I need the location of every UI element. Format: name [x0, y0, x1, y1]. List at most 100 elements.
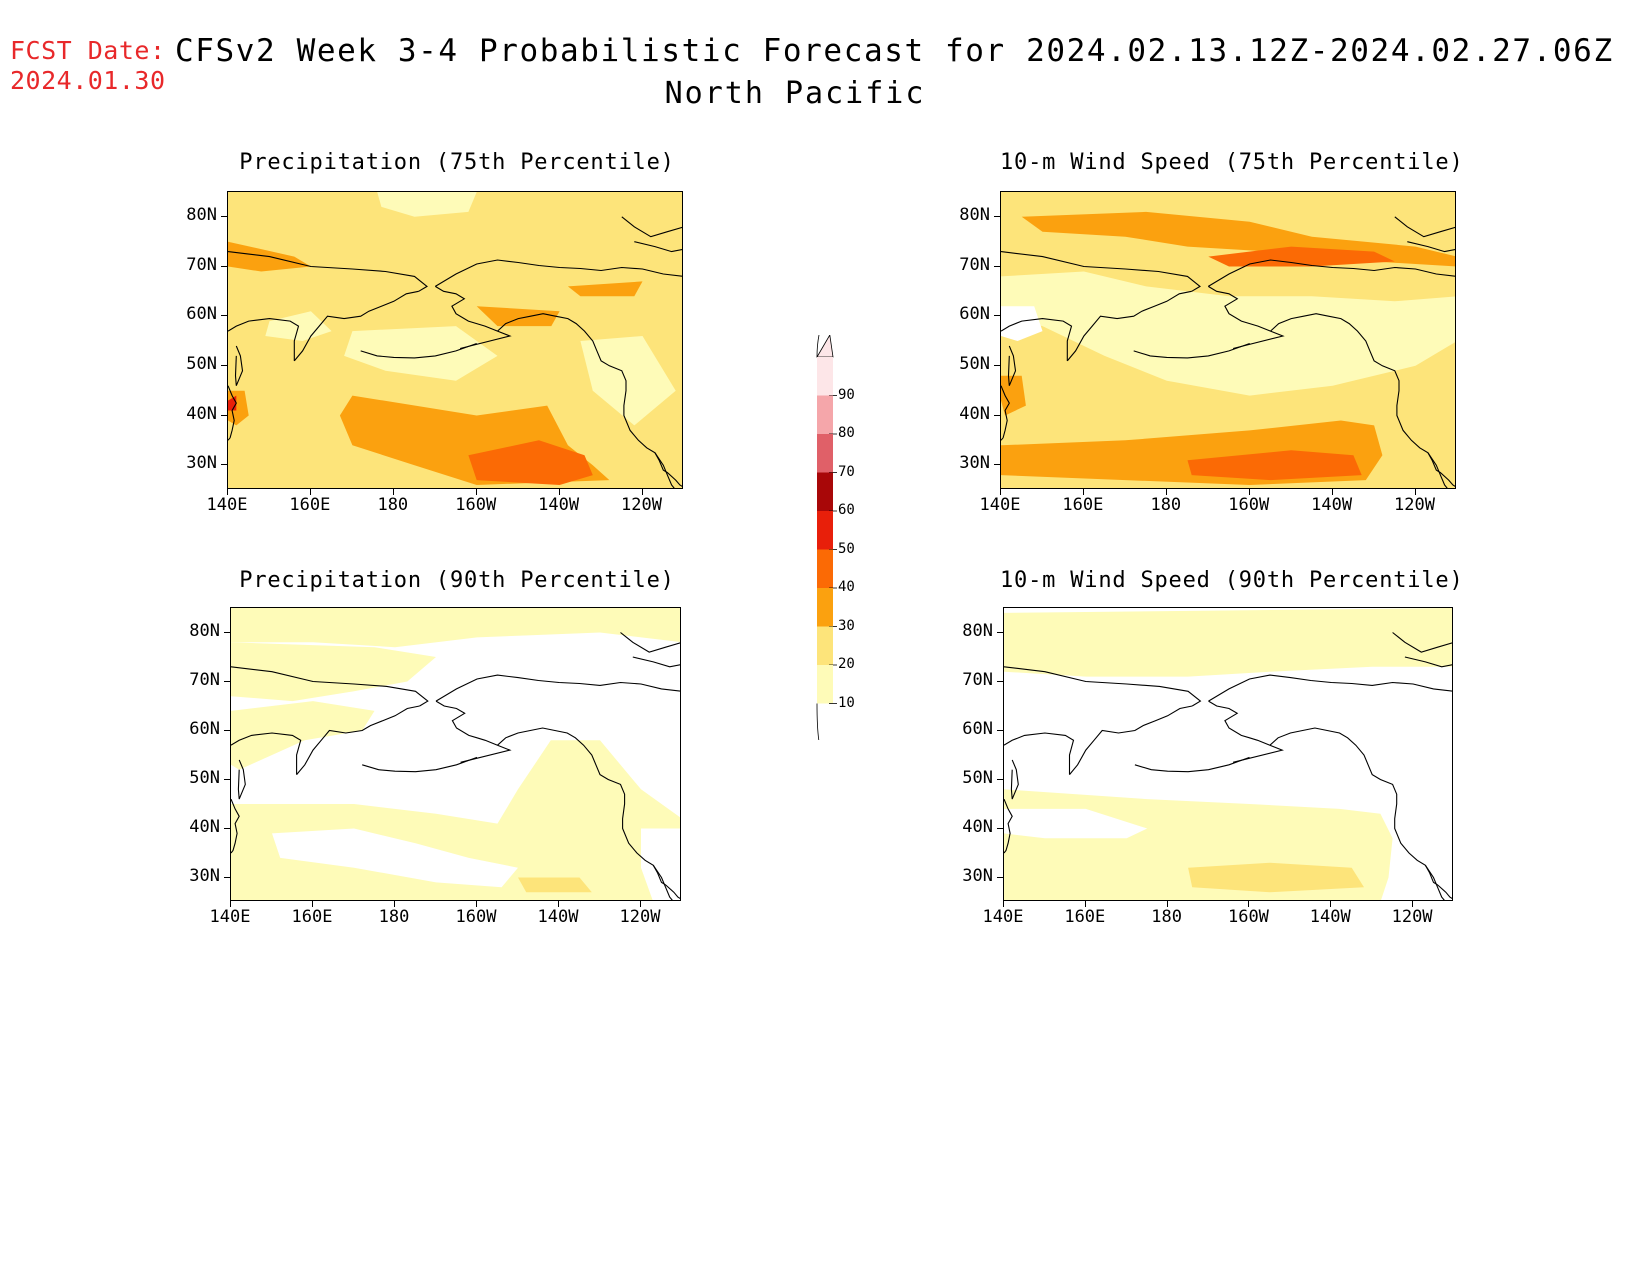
- fcst-date-block: FCST Date: 2024.01.30: [10, 36, 166, 96]
- colorbar-bottom-arrow: [816, 703, 820, 742]
- lon-label: 180: [1150, 495, 1182, 515]
- lon-label: 180: [377, 495, 409, 515]
- lat-tick: [224, 778, 230, 780]
- colorbar-segment: [817, 472, 833, 511]
- lat-label: 60N: [962, 718, 993, 739]
- colorbar-label: 50: [838, 540, 855, 557]
- lat-tick: [221, 364, 227, 366]
- lat-label: 40N: [186, 403, 217, 424]
- coastline-chukotka: [1069, 705, 1193, 775]
- lon-label: 160E: [291, 907, 333, 927]
- lat-label: 60N: [189, 718, 220, 739]
- colorbar-segment: [817, 549, 833, 588]
- lat-tick: [221, 414, 227, 416]
- coastline-okhotsk: [1001, 318, 1073, 361]
- lon-tick: [641, 489, 643, 495]
- lat-tick: [997, 876, 1003, 878]
- coastline-greenland: [1394, 216, 1455, 238]
- lon-tick: [475, 489, 477, 495]
- contour-fill-below: [272, 828, 518, 888]
- lat-label: 70N: [186, 254, 217, 275]
- contour-fill-10: [377, 192, 477, 217]
- coastline-okhotsk: [1004, 732, 1075, 775]
- coastline-gulf: [1269, 727, 1445, 900]
- page-title: CFSv2 Week 3-4 Probabilistic Forecast fo…: [175, 33, 1614, 69]
- contour-fill-40: [1208, 246, 1395, 267]
- coastline-sakhalin: [1007, 345, 1017, 386]
- lat-label: 70N: [959, 254, 990, 275]
- coastline-gulf: [1270, 313, 1448, 488]
- lat-tick: [224, 680, 230, 682]
- lon-tick: [312, 901, 313, 907]
- lon-tick: [230, 901, 231, 907]
- lon-tick: [1166, 901, 1168, 907]
- coastline-sakhalin: [234, 345, 244, 386]
- lat-tick: [221, 215, 227, 217]
- coastline-russiaN: [1001, 251, 1201, 292]
- coastline-aleutians: [1134, 756, 1250, 773]
- colorbar-segment: [817, 434, 833, 473]
- coastline-aleutians: [362, 756, 478, 773]
- colorbar: 90 80 70 60 50 40 30 20 10: [810, 333, 870, 742]
- lon-label: 160W: [1227, 907, 1269, 927]
- coastline-alaskaW: [1208, 700, 1284, 763]
- lat-tick: [994, 464, 1000, 466]
- lat-tick: [224, 631, 230, 633]
- lat-label: 30N: [959, 453, 990, 474]
- contour-fill-40: [468, 440, 593, 485]
- contour-fill-30: [1001, 375, 1026, 416]
- coastline-greenland: [621, 216, 682, 238]
- coastline-chukotka: [1066, 290, 1192, 362]
- lon-tick: [1248, 489, 1250, 495]
- coastline-gulf: [497, 313, 675, 488]
- contour-fill-10: [231, 701, 375, 770]
- lon-label: 160W: [455, 495, 497, 515]
- lon-tick: [1084, 901, 1086, 907]
- coastline-arcticIsl: [632, 656, 680, 668]
- lat-tick: [994, 315, 1000, 317]
- lat-tick: [997, 778, 1003, 780]
- colorbar-label: 90: [838, 386, 855, 403]
- panel-title-wind-75: 10-m Wind Speed (75th Percentile): [1000, 150, 1464, 175]
- contour-fill-10: [580, 336, 676, 426]
- lon-tick: [640, 901, 641, 907]
- lat-label: 50N: [959, 353, 990, 374]
- lon-tick: [1412, 901, 1414, 907]
- lat-label: 60N: [186, 304, 217, 325]
- lon-label: 160W: [455, 907, 497, 927]
- coastline-arcticIsl: [634, 241, 682, 253]
- fcst-date-value: 2024.01.30: [10, 66, 166, 95]
- lat-label: 80N: [186, 204, 217, 225]
- lat-tick: [224, 827, 230, 829]
- colorbar-label: 40: [838, 579, 855, 595]
- coastline-okhotsk: [231, 732, 302, 775]
- coastline-russiaN: [231, 666, 429, 707]
- lon-tick: [227, 489, 228, 495]
- lon-label: 140W: [1309, 907, 1351, 927]
- lon-tick: [558, 489, 560, 495]
- coastline-baja: [652, 865, 680, 900]
- coastline-arcticIsl: [1404, 656, 1452, 668]
- coastline-baja: [1424, 865, 1452, 900]
- coastline-sakhalin: [1010, 759, 1019, 800]
- lon-label: 120W: [1394, 495, 1435, 515]
- lon-label: 180: [378, 907, 410, 927]
- lat-tick: [997, 729, 1003, 731]
- fcst-date-label: FCST Date:: [10, 36, 166, 65]
- lat-label: 40N: [189, 816, 220, 837]
- colorbar-segment: [817, 357, 833, 396]
- lon-label: 140W: [538, 495, 580, 515]
- panel-title-wind-90: 10-m Wind Speed (90th Percentile): [1000, 568, 1464, 593]
- lat-tick: [997, 680, 1003, 682]
- coastline-russiaN: [228, 251, 428, 292]
- colorbar-label: 70: [838, 463, 855, 480]
- lat-label: 50N: [962, 767, 993, 788]
- coastline-alaskaW: [1208, 285, 1285, 350]
- coastline-greenland: [1392, 632, 1452, 653]
- lon-tick: [394, 901, 395, 907]
- contour-fill-10: [1001, 271, 1455, 396]
- lat-tick: [994, 414, 1000, 416]
- map-contours: [228, 192, 682, 488]
- lat-label: 40N: [962, 816, 993, 837]
- colorbar-label: 10: [838, 694, 855, 711]
